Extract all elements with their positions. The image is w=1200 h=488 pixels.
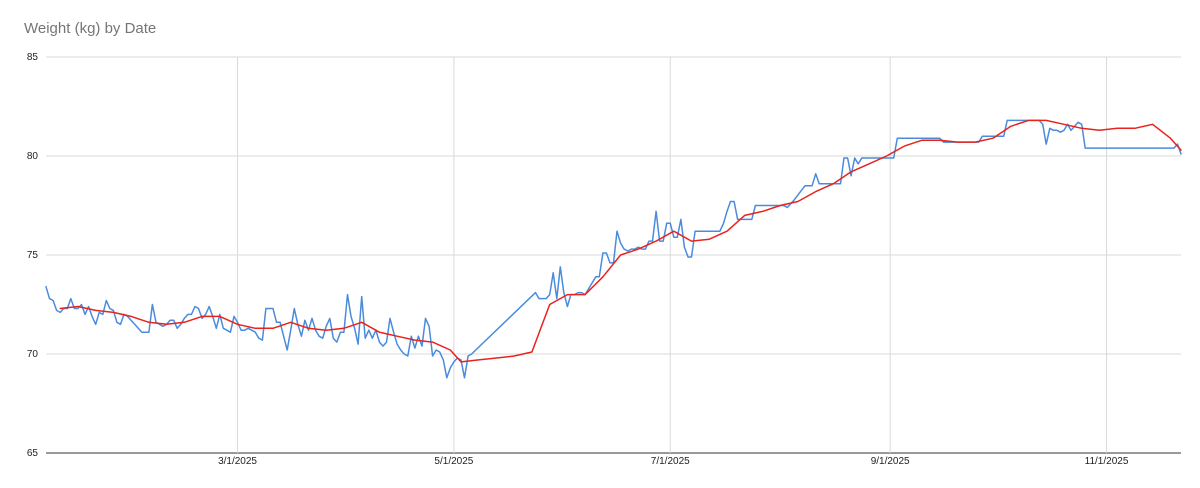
y-tick-label: 70: [27, 349, 39, 360]
y-tick-label: 75: [27, 250, 39, 261]
y-tick-label: 80: [27, 151, 39, 162]
x-axis-ticks: 3/1/2025 5/1/2025 7/1/2025 9/1/2025 11/1/202…: [218, 456, 1129, 467]
chart-title: Weight (kg) by Date: [24, 20, 157, 37]
x-tick-label: 7/1/2025: [651, 456, 690, 467]
y-axis-ticks: 85 80 75 70 65: [27, 52, 39, 459]
y-tick-label: 85: [27, 52, 39, 63]
x-tick-label: 3/1/2025: [218, 456, 257, 467]
gridlines: [46, 56, 1181, 454]
y-tick-label: 65: [27, 448, 39, 459]
x-tick-label: 11/1/2025: [1085, 456, 1129, 467]
series-line-1: [45, 119, 1182, 379]
series-lines: [45, 119, 1182, 379]
series-line-2: [59, 119, 1182, 363]
x-tick-label: 5/1/2025: [434, 456, 473, 467]
x-tick-label: 9/1/2025: [871, 456, 910, 467]
